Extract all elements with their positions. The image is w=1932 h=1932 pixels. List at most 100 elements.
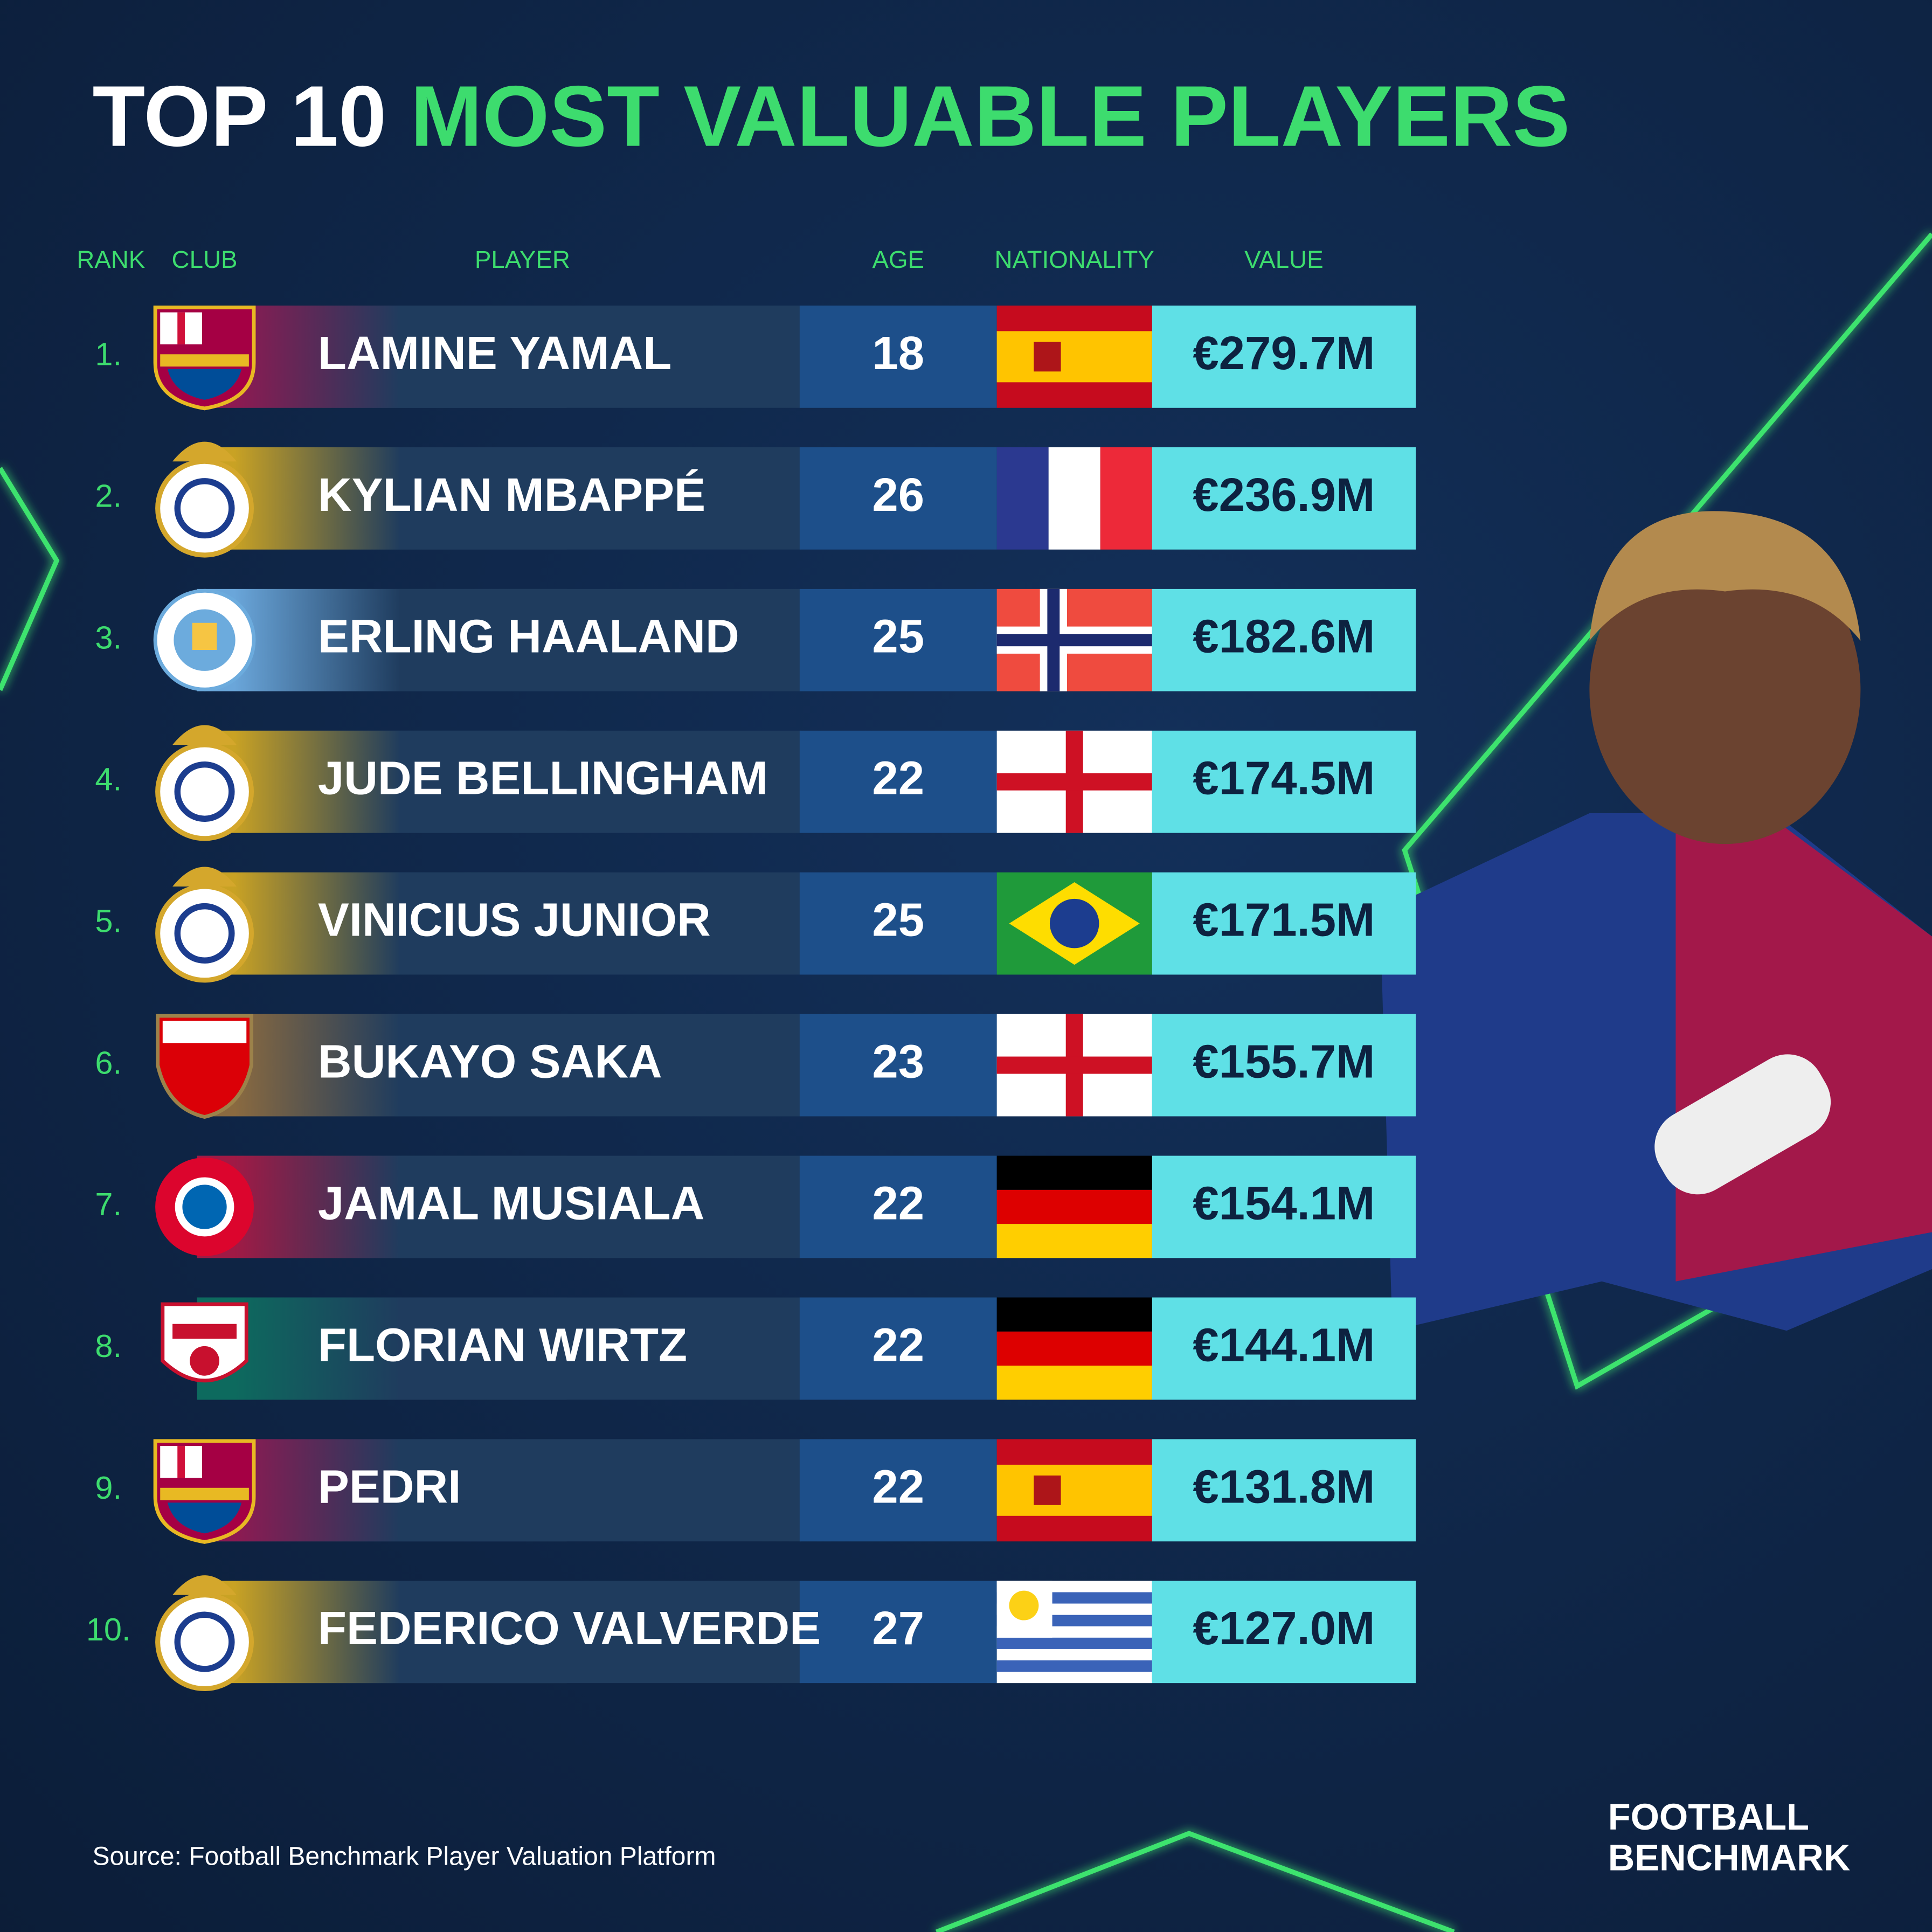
- crest-part: [172, 1575, 237, 1595]
- table-row: 6. BUKAYO SAKA 23 €155.7M: [95, 1014, 1416, 1119]
- value-cell: [1152, 588, 1416, 691]
- age-cell: [799, 872, 997, 975]
- rank: 1.: [95, 336, 122, 372]
- age-cell: [799, 730, 997, 833]
- player-band-color: [197, 447, 567, 550]
- crest-part: [190, 1346, 219, 1376]
- age: 23: [872, 1036, 924, 1088]
- player-name: JAMAL MUSIALA: [318, 1177, 705, 1229]
- flag-part: [996, 331, 1152, 383]
- crest-part: [174, 761, 235, 822]
- player-name: KYLIAN MBAPPÉ: [318, 469, 705, 521]
- crest-part: [174, 478, 235, 539]
- flag-part: [996, 1366, 1152, 1400]
- age: 22: [872, 752, 924, 805]
- flag-part: [996, 1331, 1152, 1366]
- value: €174.5M: [1193, 752, 1375, 805]
- table-row: 2. KYLIAN MBAPPÉ 26 €236.9M: [95, 441, 1416, 558]
- flag-part: [1049, 898, 1099, 948]
- player-band-color: [197, 1297, 567, 1400]
- age: 18: [872, 327, 924, 379]
- flag-part: [996, 773, 1152, 791]
- flag-part: [1048, 447, 1100, 550]
- flag-part: [996, 1297, 1152, 1332]
- player-name: LAMINE YAMAL: [318, 327, 671, 379]
- flag-part: [996, 1224, 1152, 1258]
- value-cell: [1152, 1014, 1416, 1117]
- age-cell: [799, 588, 997, 691]
- rank: 5.: [95, 903, 122, 939]
- header: NATIONALITY: [995, 246, 1154, 273]
- crest-part: [167, 1502, 242, 1534]
- rank: 8.: [95, 1328, 122, 1364]
- player-photo: [1380, 511, 1932, 1331]
- value: €236.9M: [1193, 469, 1375, 521]
- value-cell: [1152, 447, 1416, 550]
- crest-part: [155, 459, 254, 558]
- header: RANK: [77, 246, 145, 273]
- crest-part: [160, 1487, 249, 1500]
- crest-part: [182, 1185, 227, 1229]
- player-name: ERLING HAALAND: [318, 611, 739, 663]
- table-row: 1. LAMINE YAMAL 18 €279.7M: [95, 306, 1416, 411]
- value: €127.0M: [1193, 1602, 1375, 1654]
- logo: FOOTBALL: [1608, 1796, 1809, 1838]
- flag-part: [996, 1660, 1152, 1672]
- age: 27: [872, 1602, 924, 1654]
- table-row: 9. PEDRI 22 €131.8M: [95, 1439, 1416, 1544]
- player-name: VINICIUS JUNIOR: [318, 894, 711, 946]
- table-row: 8. FLORIAN WIRTZ 22 €144.1M: [95, 1297, 1416, 1400]
- flag-part: [1034, 342, 1061, 372]
- value-cell: [1152, 1297, 1416, 1400]
- table-row: 3. ERLING HAALAND 25 €182.6M: [95, 588, 1416, 691]
- table-row: 7. JAMAL MUSIALA 22 €154.1M: [95, 1155, 1416, 1258]
- age-cell: [799, 1014, 997, 1117]
- rank: 6.: [95, 1044, 122, 1081]
- age: 22: [872, 1177, 924, 1229]
- flag-part: [996, 1189, 1152, 1224]
- value: €154.1M: [1193, 1177, 1375, 1229]
- rank: 2.: [95, 478, 122, 514]
- crest-part: [160, 354, 249, 367]
- flag-part: [996, 1637, 1152, 1649]
- value-cell: [1152, 730, 1416, 833]
- flag-part: [996, 1056, 1152, 1074]
- crest-part: [161, 1302, 248, 1383]
- crest-part: [155, 884, 254, 983]
- crest-part: [177, 1446, 185, 1478]
- title-lead: TOP 10: [92, 68, 386, 164]
- age: 25: [872, 894, 924, 946]
- crest-part: [172, 725, 237, 745]
- flag-part: [996, 634, 1152, 647]
- value-cell: [1152, 1581, 1416, 1684]
- age: 22: [872, 1460, 924, 1513]
- crest-part: [174, 1611, 235, 1672]
- age-cell: [799, 1155, 997, 1258]
- age: 22: [872, 1319, 924, 1371]
- crest-part: [155, 742, 254, 841]
- crest-part: [177, 312, 185, 345]
- player-band-color: [197, 306, 567, 408]
- player-band-color: [197, 1439, 567, 1542]
- value: €155.7M: [1193, 1036, 1375, 1088]
- crest-part: [192, 622, 217, 650]
- age: 25: [872, 611, 924, 663]
- value: €182.6M: [1193, 611, 1375, 663]
- player-name: FEDERICO VALVERDE: [318, 1602, 821, 1654]
- crest-part: [172, 1324, 237, 1339]
- player-band-color: [197, 1581, 567, 1684]
- age-cell: [799, 1581, 997, 1684]
- flag-part: [1100, 447, 1152, 550]
- table-row: 10. FEDERICO VALVERDE 27 €127.0M: [86, 1575, 1416, 1692]
- player-band-color: [197, 730, 567, 833]
- value: €131.8M: [1193, 1460, 1375, 1513]
- rank: 4.: [95, 761, 122, 797]
- rank: 7.: [95, 1186, 122, 1222]
- player-band-color: [197, 872, 567, 975]
- player-name: FLORIAN WIRTZ: [318, 1319, 687, 1371]
- title-accent: MOST VALUABLE PLAYERS: [411, 68, 1570, 164]
- value-cell: [1152, 872, 1416, 975]
- source: Source: Football Benchmark Player Valuat…: [92, 1843, 716, 1871]
- header: CLUB: [172, 246, 238, 273]
